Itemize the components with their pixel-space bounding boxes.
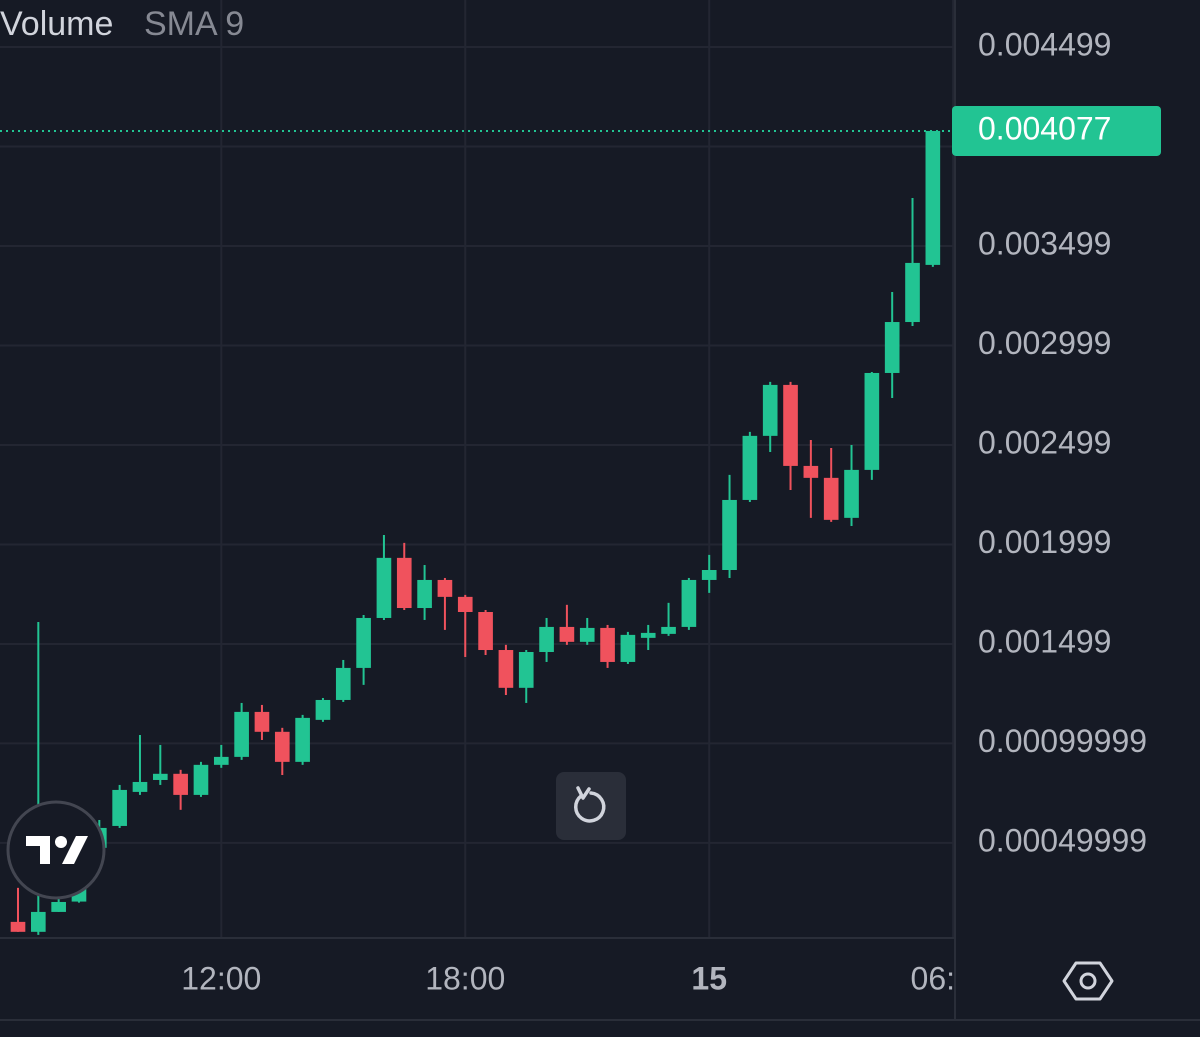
candle-body [254,711,270,732]
candle-body [722,499,737,571]
candle-body [51,901,66,912]
candle-body [498,650,514,688]
candle-body [173,773,188,795]
candle-body [905,262,920,323]
candle-body [437,579,453,597]
candle-body [213,756,229,765]
y-tick-label: 0.002499 [978,424,1111,460]
candle-body [844,469,859,518]
y-tick-label: 0.001999 [978,524,1111,560]
time-axis: 12:00 18:00 15 06: [181,960,955,996]
logo[interactable] [6,800,106,900]
candle-body [274,731,290,762]
candle-body [701,570,717,580]
reset-icon [573,791,606,823]
last-price-label: 0.004077 [978,110,1111,146]
candle-body [864,372,880,470]
logo-dot [55,836,67,848]
candle-body [803,465,819,478]
candle-body [31,911,46,932]
candle-body [457,596,473,612]
candle-body [600,627,615,662]
candle-body [620,634,636,662]
candle-body [478,611,493,651]
x-tick-label: 12:00 [181,960,261,996]
candle-body [559,626,575,642]
candle-body [661,626,676,634]
settings-button[interactable] [1062,961,1114,1001]
x-tick-label: 15 [691,960,727,996]
candle-body [823,477,839,520]
candle-body [132,781,148,792]
candle-body [539,626,554,653]
last-price-box [952,105,1161,156]
candle-body [112,789,127,826]
settings-center [1079,972,1097,990]
candle-body [640,632,656,638]
candle-body [783,384,798,466]
legend-title: Volume [0,5,113,43]
candle-body [10,921,26,932]
settings-hexagon[interactable] [1062,961,1114,1001]
candle-body [417,579,432,609]
grid [0,0,955,938]
candle-body [579,627,595,642]
x-tick-label: 06: [911,960,955,996]
candle-body [295,717,310,762]
candle-body [762,384,778,436]
candle-body [152,773,168,780]
candle-body [742,435,758,500]
y-tick-label: 0.002999 [978,325,1111,361]
reset-arrow [576,786,591,800]
candle-body [884,322,900,373]
candle-body [356,617,371,668]
y-tick-label: 0.001499 [978,623,1111,659]
y-tick-label: 0.003499 [978,225,1111,261]
candle-body [925,130,941,265]
y-tick-label: 0.004499 [978,26,1111,62]
candle-body [681,579,697,627]
x-tick-label: 18:00 [425,960,505,996]
logo-slash [62,836,88,864]
candle-body [315,699,331,720]
candle-body [376,557,392,618]
reset-button[interactable] [556,772,626,840]
overlay: 0.004077 [0,105,1161,156]
candle-body [193,764,209,795]
y-tick-label: 0.00099999 [978,723,1147,759]
candle-body [518,652,534,688]
legend-subtitle: SMA 9 [144,5,244,43]
candle-body [335,667,351,700]
y-tick-label: 0.00049999 [978,822,1147,858]
candle-body [234,711,249,757]
reset-button-bg[interactable] [556,772,626,840]
logo-circle[interactable] [6,800,106,900]
candle-body [396,557,412,609]
logo-mark [26,836,50,864]
